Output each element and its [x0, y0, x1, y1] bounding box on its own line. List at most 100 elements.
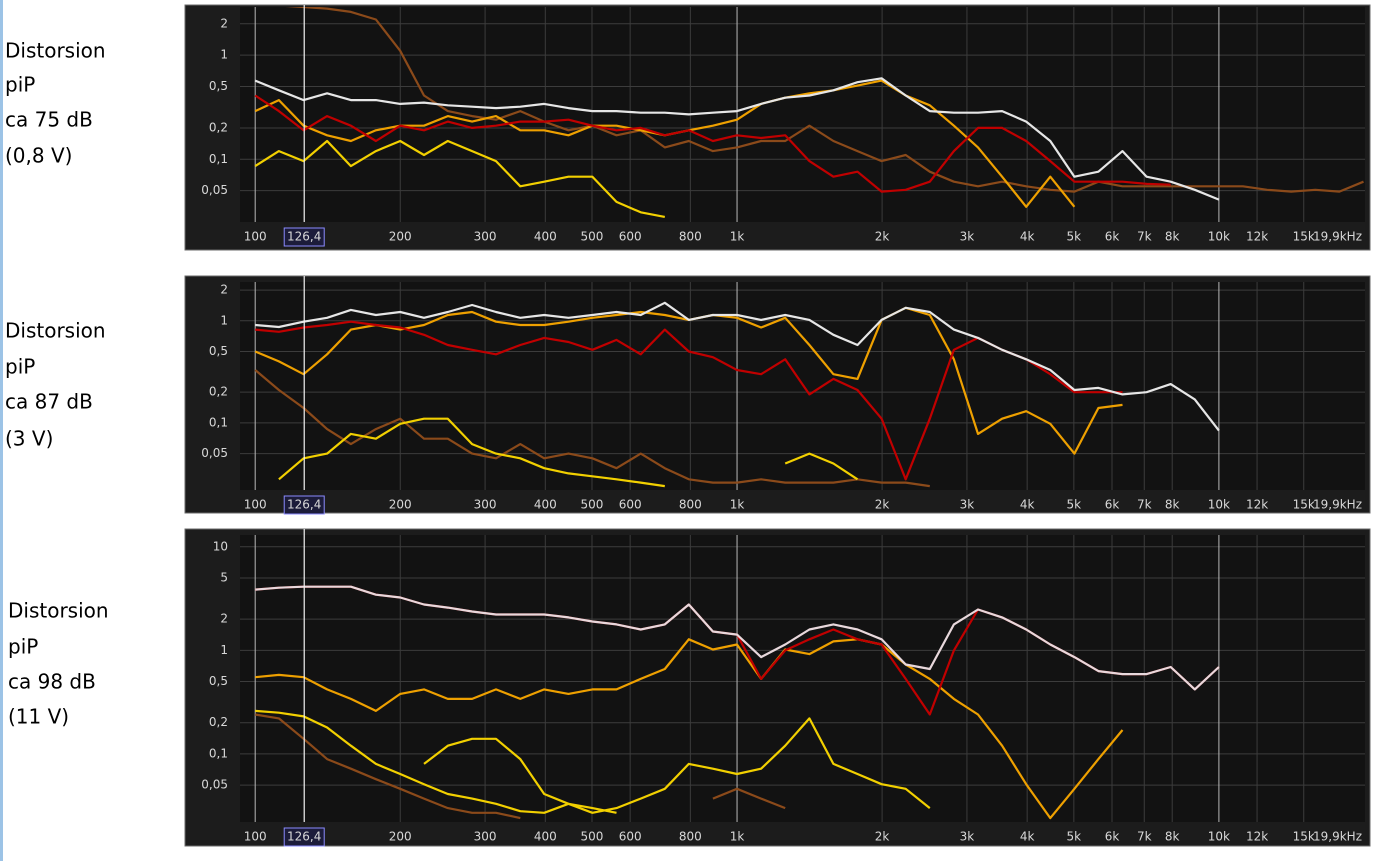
x-tick-label: 15k [1293, 498, 1315, 512]
series-line [278, 417, 859, 488]
y-tick-label: 0,05 [201, 183, 228, 197]
x-tick-label: 3k [960, 230, 975, 244]
x-tick-label: 7k [1137, 230, 1152, 244]
x-tick-label: 19,9kHz [1313, 230, 1362, 244]
series-line [255, 638, 1124, 820]
y-tick-label: 0,2 [209, 120, 228, 134]
y-tick-label: 0,05 [201, 778, 228, 792]
x-tick-label: 200 [389, 230, 412, 244]
x-tick-label: 7k [1137, 830, 1152, 844]
x-tick-label: 7k [1137, 498, 1152, 512]
x-tick-label: 15k [1293, 830, 1315, 844]
side-label: (0,8 V) [5, 144, 72, 168]
x-tick-label: 5k [1067, 230, 1082, 244]
side-label: (11 V) [8, 705, 69, 729]
y-tick-label: 0,1 [209, 415, 228, 429]
x-tick-label: 1k [730, 830, 745, 844]
x-tick-label: 500 [581, 498, 604, 512]
x-tick-label: 400 [534, 230, 557, 244]
x-tick-label: 500 [581, 230, 604, 244]
series-line [254, 94, 1171, 193]
cursor-label: 126,4 [287, 498, 321, 512]
y-tick-label: 1 [220, 48, 228, 62]
x-tick-label: 8k [1165, 830, 1180, 844]
series-line [254, 369, 930, 488]
side-label: Distorsion [8, 599, 109, 623]
cursor-box [283, 227, 325, 247]
x-tick-label: 300 [474, 498, 497, 512]
y-tick-label: 0,1 [209, 152, 228, 166]
y-tick-label: 0,1 [209, 746, 228, 760]
x-tick-label: 1k [730, 230, 745, 244]
x-tick-label: 4k [1020, 498, 1035, 512]
x-tick-label: 19,9kHz [1313, 498, 1362, 512]
series-line [254, 139, 666, 218]
x-tick-label: 100 [244, 498, 267, 512]
x-tick-label: 2k [875, 830, 890, 844]
side-label: Distorsion [5, 319, 106, 343]
series-line [423, 717, 931, 814]
x-tick-label: 3k [960, 830, 975, 844]
side-label: ca 75 dB [5, 108, 93, 132]
x-tick-label: 400 [534, 498, 557, 512]
y-tick-label: 5 [220, 570, 228, 584]
series-line [255, 713, 786, 820]
x-tick-label: 12k [1246, 230, 1268, 244]
x-tick-label: 3k [960, 498, 975, 512]
y-tick-label: 10 [213, 539, 228, 553]
x-tick-label: 10k [1208, 498, 1230, 512]
side-label: piP [5, 73, 35, 97]
side-label: ca 98 dB [8, 670, 96, 694]
x-tick-label: 1k [730, 498, 745, 512]
x-tick-label: 5k [1067, 830, 1082, 844]
y-tick-label: 2 [220, 16, 228, 30]
x-tick-label: 600 [619, 830, 642, 844]
side-label: piP [8, 635, 38, 659]
series-line [255, 585, 1220, 691]
x-tick-label: 800 [679, 830, 702, 844]
side-label: piP [5, 355, 35, 379]
series-line [255, 709, 617, 814]
x-tick-label: 6k [1105, 830, 1120, 844]
series-line [254, 77, 1220, 201]
y-tick-label: 0,2 [209, 385, 228, 399]
x-tick-label: 600 [619, 498, 642, 512]
x-tick-label: 2k [875, 230, 890, 244]
x-tick-label: 6k [1105, 498, 1120, 512]
x-tick-label: 15k [1293, 230, 1315, 244]
y-tick-label: 2 [220, 283, 228, 297]
y-tick-label: 0,05 [201, 446, 228, 460]
series-line [255, 301, 1220, 432]
x-tick-label: 400 [534, 830, 557, 844]
x-tick-label: 4k [1020, 830, 1035, 844]
side-label: (3 V) [5, 427, 53, 451]
cursor-box [283, 827, 325, 847]
x-tick-label: 800 [679, 498, 702, 512]
x-tick-label: 5k [1067, 498, 1082, 512]
x-tick-label: 800 [679, 230, 702, 244]
cursor-label: 126,4 [287, 830, 321, 844]
x-tick-label: 4k [1020, 230, 1035, 244]
x-tick-label: 6k [1105, 230, 1120, 244]
x-tick-label: 12k [1246, 498, 1268, 512]
x-tick-label: 200 [389, 498, 412, 512]
x-tick-label: 500 [581, 830, 604, 844]
x-tick-label: 100 [244, 830, 267, 844]
x-tick-label: 10k [1208, 830, 1230, 844]
cursor-label: 126,4 [287, 230, 321, 244]
x-tick-label: 10k [1208, 230, 1230, 244]
y-tick-label: 1 [220, 643, 228, 657]
y-tick-label: 0,5 [209, 344, 228, 358]
y-tick-label: 0,5 [209, 79, 228, 93]
y-tick-label: 2 [220, 612, 228, 626]
x-tick-label: 100 [244, 230, 267, 244]
x-tick-label: 8k [1165, 498, 1180, 512]
y-tick-label: 0,2 [209, 715, 228, 729]
x-tick-label: 200 [389, 830, 412, 844]
side-label: Distorsion [5, 39, 106, 63]
x-tick-label: 600 [619, 230, 642, 244]
x-tick-label: 12k [1246, 830, 1268, 844]
y-tick-label: 1 [220, 313, 228, 327]
